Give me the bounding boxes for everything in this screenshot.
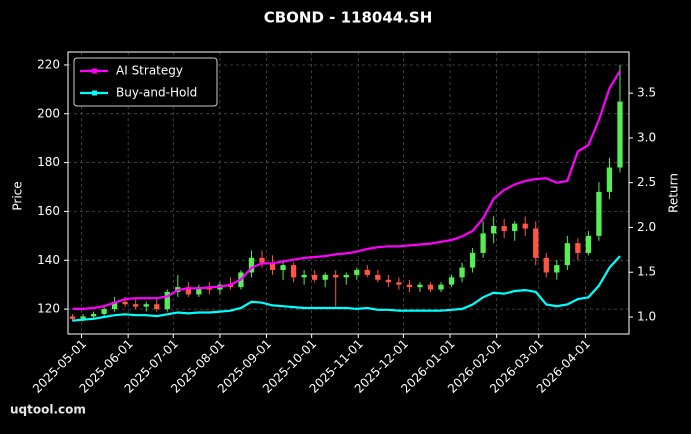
candle-body	[585, 235, 592, 253]
candle-body	[543, 257, 549, 273]
candle-body	[122, 301, 128, 305]
candle-body	[554, 265, 560, 273]
series-line	[72, 255, 621, 322]
candle-body	[133, 304, 139, 307]
candle-body	[564, 243, 570, 266]
candle-body	[143, 304, 149, 307]
series-line	[72, 70, 621, 310]
candle-body	[364, 270, 370, 275]
candle-body	[80, 316, 86, 319]
candle-body	[396, 282, 402, 285]
candle-body	[617, 101, 623, 168]
y2-tick-label: 1.0	[637, 309, 656, 323]
candle-body	[69, 316, 76, 319]
candle-body	[312, 274, 318, 280]
candle-body	[427, 284, 434, 290]
y2-tick-label: 1.5	[637, 265, 656, 279]
candle-body	[269, 262, 276, 271]
candle-body	[459, 267, 465, 278]
candle-body	[343, 274, 349, 278]
candle-body	[417, 284, 423, 288]
y2-tick-label: 3.5	[637, 86, 656, 100]
candle-body	[259, 257, 265, 263]
legend-marker	[92, 68, 97, 74]
candle-body	[154, 304, 160, 310]
candle-body	[480, 233, 486, 253]
y-tick-label: 120	[37, 302, 60, 316]
candle-body	[533, 228, 539, 258]
legend-box	[73, 57, 218, 107]
candle-body	[501, 226, 507, 231]
y2-axis-label: Return	[667, 173, 681, 213]
candle-body	[406, 284, 413, 288]
candle-body	[185, 287, 191, 295]
candle-body	[90, 313, 97, 317]
candle-body	[248, 257, 255, 273]
y2-tick-label: 2.0	[637, 220, 656, 234]
candle-body	[290, 265, 297, 278]
watermark: uqtool.com	[10, 403, 86, 417]
candle-body	[280, 265, 286, 271]
candle-body	[322, 274, 328, 280]
candle-body	[490, 226, 497, 234]
candle-body	[333, 274, 339, 278]
candle-body	[196, 287, 202, 295]
y-tick-label: 220	[37, 57, 60, 71]
y-tick-label: 200	[37, 106, 60, 120]
y2-tick-label: 3.0	[637, 130, 656, 144]
candle-body	[448, 277, 455, 285]
candle-body	[438, 284, 444, 290]
candle-body	[596, 191, 602, 236]
candle-body	[101, 309, 107, 314]
candle-body	[354, 270, 360, 275]
candle-body	[375, 274, 381, 280]
y-tick-label: 160	[37, 204, 60, 218]
legend-marker	[92, 90, 97, 96]
y-axis-label: Price	[11, 181, 25, 210]
candle-body	[512, 223, 518, 231]
candle-body	[522, 223, 528, 229]
y-tick-label: 140	[37, 253, 60, 267]
candle-body	[606, 167, 613, 192]
y-tick-label: 180	[37, 155, 60, 169]
candle-body	[301, 274, 307, 278]
chart-title: CBOND - 118044.SH	[264, 9, 433, 27]
candle-body	[469, 252, 476, 268]
candle-body	[575, 243, 581, 253]
candle-body	[111, 301, 118, 310]
plot-frame	[67, 51, 630, 335]
y2-tick-label: 2.5	[637, 175, 656, 189]
candle-body	[385, 279, 392, 283]
legend-label: AI Strategy	[116, 64, 183, 78]
candle-body	[164, 292, 170, 310]
legend-label: Buy-and-Hold	[116, 86, 197, 100]
